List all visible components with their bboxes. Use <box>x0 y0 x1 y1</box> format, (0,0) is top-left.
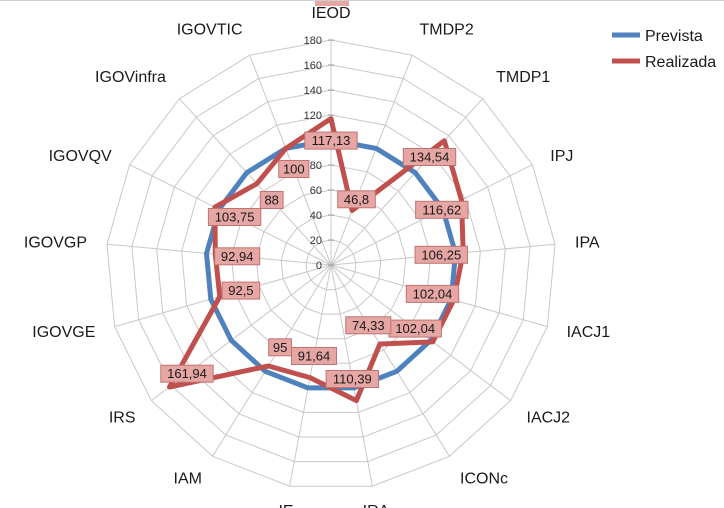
tick-label: 140 <box>304 85 322 97</box>
axis-label-igovinfra: IGOVinfra <box>95 69 166 86</box>
data-label-box <box>325 370 380 388</box>
grid-spoke <box>212 264 332 457</box>
legend-label-prevista: Prevista <box>645 28 703 45</box>
data-label: 91,64 <box>291 347 337 365</box>
tick-label: 0 <box>316 260 322 272</box>
data-label-text: 106,25 <box>421 247 461 262</box>
axis-label-ie: IE <box>278 503 293 508</box>
grid-ring <box>280 214 382 315</box>
tick-label: 80 <box>310 160 322 172</box>
data-label-text: 91,64 <box>298 349 331 364</box>
data-label-box <box>414 245 469 264</box>
data-label-box <box>337 190 376 209</box>
data-label: 161,94 <box>160 364 214 383</box>
tick-label: 160 <box>304 60 322 72</box>
legend-label-realizada: Realizada <box>645 54 716 71</box>
grid-ring <box>156 89 506 438</box>
tick-label: 60 <box>310 185 322 197</box>
data-label-box <box>415 200 469 219</box>
radar-grid <box>106 39 556 487</box>
data-label: 46,8 <box>337 190 376 209</box>
data-label: 110,39 <box>325 370 380 388</box>
tick-label: 20 <box>310 235 322 247</box>
grid-ring <box>131 64 531 463</box>
tick-label: 40 <box>310 210 322 222</box>
grid-ring <box>255 189 407 340</box>
radial-ticks: 020406080100120140160180 <box>304 35 322 272</box>
axis-label-irs: IRS <box>109 410 136 427</box>
tick-label: 120 <box>304 110 322 122</box>
axis-label-igovgp: IGOVGP <box>24 234 87 251</box>
data-label: 102,04 <box>405 284 460 303</box>
data-label: 106,25 <box>414 245 469 264</box>
axis-label-iconc: ICONc <box>460 470 508 487</box>
axis-label-ipj: IPJ <box>550 148 573 165</box>
data-label-text: 116,62 <box>422 202 461 217</box>
data-label: 100 <box>278 160 310 178</box>
grid-ring <box>305 239 357 291</box>
legend: Prevista Realizada <box>612 28 716 71</box>
data-label-text: 100 <box>283 162 305 177</box>
axis-label-iam: IAM <box>174 470 202 487</box>
data-label: 103,75 <box>207 208 262 226</box>
data-label: 102,04 <box>388 319 442 338</box>
axis-label-iacj2: IACJ2 <box>527 410 571 427</box>
data-label-box <box>304 131 358 150</box>
data-label-text: 134,54 <box>410 150 450 165</box>
data-label-text: 110,39 <box>333 372 372 387</box>
data-label: 74,33 <box>345 316 392 335</box>
axis-label-igovge: IGOVGE <box>32 324 95 341</box>
data-label: 95 <box>268 338 293 357</box>
axis-label-ieod: IEOD <box>311 5 350 22</box>
data-labels: 117,13 46,8 134,54 116,62 106,25 102,04 102,04… <box>0 0 724 388</box>
data-label: 92,5 <box>221 281 261 300</box>
data-label: 92,94 <box>214 247 261 266</box>
data-label-box <box>402 148 457 166</box>
data-label: 134,54 <box>402 148 457 166</box>
axis-label-ipa: IPA <box>575 234 600 251</box>
data-label-text: 161,94 <box>167 366 207 381</box>
data-label: 117,13 <box>304 131 358 150</box>
grid-spoke <box>330 98 483 266</box>
data-label-text: 95 <box>273 340 287 355</box>
data-label-box <box>221 281 261 300</box>
data-label-box <box>278 160 310 178</box>
data-label-text: 102,04 <box>395 321 435 336</box>
axis-label-igovtic: IGOVTIC <box>177 22 243 39</box>
data-label-text: 46,8 <box>344 192 369 207</box>
data-label-box <box>345 316 392 335</box>
data-label: 116,62 <box>415 200 469 219</box>
data-label-box <box>214 247 261 266</box>
axis-labels: IEOD TMDP2 TMDP1 IPJ IPA IACJ1 IACJ2 ICONc IRA IE… <box>24 5 610 508</box>
data-label-text: 88 <box>264 193 278 208</box>
data-label-text: 102,04 <box>413 286 453 301</box>
grid-ring <box>106 39 556 487</box>
data-label: 88 <box>259 191 284 209</box>
data-label-text: 103,75 <box>215 210 255 225</box>
axis-label-igovqv: IGOVQV <box>49 148 112 165</box>
axis-label-tmdp1: TMDP1 <box>496 69 550 86</box>
data-label-text: 117,13 <box>312 133 351 148</box>
data-label-box <box>259 191 284 209</box>
tick-label: 180 <box>304 35 322 47</box>
series-line-realizada <box>167 116 466 404</box>
data-label-text: 92,5 <box>228 283 253 298</box>
header-marker <box>315 0 349 6</box>
data-label-box <box>268 338 293 357</box>
grid-spoke <box>330 264 450 457</box>
axis-label-ira: IRA <box>363 503 390 508</box>
data-label-box <box>160 364 214 383</box>
axis-label-iacj1: IACJ1 <box>567 324 611 341</box>
data-label-box <box>207 208 262 226</box>
data-label-text: 92,94 <box>221 249 254 264</box>
axis-label-tmdp2: TMDP2 <box>420 22 474 39</box>
grid-spoke <box>330 55 413 266</box>
data-label-text: 74,33 <box>352 318 385 333</box>
data-label-box <box>405 284 460 303</box>
